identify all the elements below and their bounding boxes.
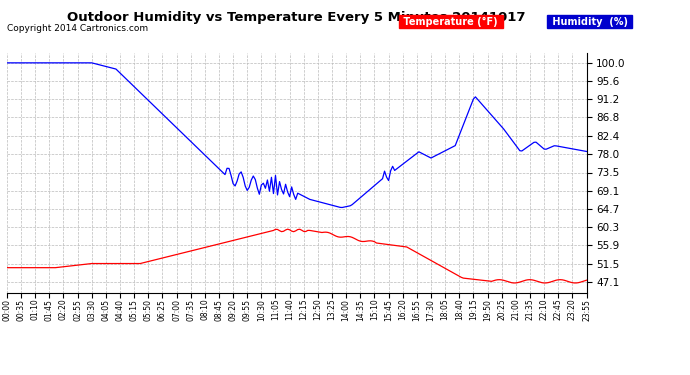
Text: Outdoor Humidity vs Temperature Every 5 Minutes 20141017: Outdoor Humidity vs Temperature Every 5 … (68, 11, 526, 24)
Text: Humidity  (%): Humidity (%) (549, 17, 631, 27)
Text: Temperature (°F): Temperature (°F) (400, 17, 501, 27)
Text: Copyright 2014 Cartronics.com: Copyright 2014 Cartronics.com (7, 24, 148, 33)
